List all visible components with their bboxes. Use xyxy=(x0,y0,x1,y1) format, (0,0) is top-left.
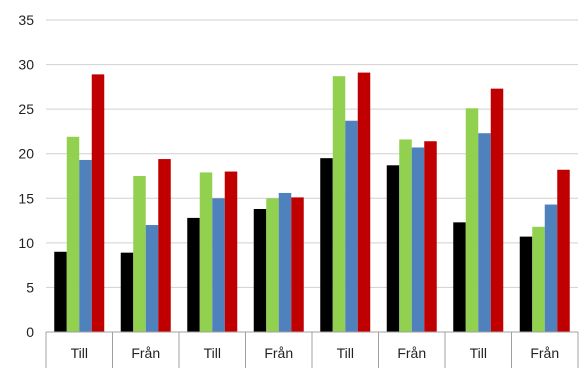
axes xyxy=(45,331,579,368)
y-tick-label: 25 xyxy=(18,101,34,117)
y-tick-label: 0 xyxy=(26,324,34,340)
x-category-label: Till xyxy=(71,345,88,361)
bar-series3-8 xyxy=(544,204,558,332)
bar-series4-1 xyxy=(91,74,105,333)
bar-series3-3 xyxy=(212,198,225,332)
x-category-label: Från xyxy=(131,345,160,361)
y-tick-label: 20 xyxy=(18,146,34,162)
bar-series2-3 xyxy=(199,172,213,332)
bar-series2-2 xyxy=(133,176,146,332)
bar-series1-2 xyxy=(120,252,134,332)
bar-series1-1 xyxy=(54,251,67,332)
bar-series4-4 xyxy=(291,197,304,332)
bar-series4-5 xyxy=(357,72,371,332)
y-tick-label: 5 xyxy=(26,279,34,295)
y-tick-label: 35 xyxy=(18,12,34,28)
bar-series3-1 xyxy=(79,159,92,332)
bar-series1-8 xyxy=(519,236,533,332)
bar-series2-1 xyxy=(66,136,80,332)
labels: 0 5 10 15 20 25 30 35 Till Från Till Från Till Från Ti… xyxy=(18,12,559,361)
bar-series3-7 xyxy=(478,133,491,332)
bar-series4-3 xyxy=(224,171,238,332)
bar-series2-5 xyxy=(332,76,346,332)
bar-series2-7 xyxy=(465,108,479,332)
bar-series2-8 xyxy=(532,226,545,332)
bar-series3-5 xyxy=(345,120,358,332)
x-category-label: Till xyxy=(470,345,487,361)
x-category-label: Från xyxy=(530,345,559,361)
bar-series1-6 xyxy=(386,165,400,332)
x-category-label: Från xyxy=(264,345,293,361)
x-category-label: Till xyxy=(204,345,221,361)
bars xyxy=(54,72,570,333)
bar-series1-3 xyxy=(187,217,200,332)
bar-series2-4 xyxy=(266,198,279,332)
x-category-label: Från xyxy=(397,345,426,361)
x-category-label: Till xyxy=(337,345,354,361)
bar-series4-7 xyxy=(490,88,504,332)
bar-series1-5 xyxy=(320,158,333,332)
bar-series4-2 xyxy=(158,159,171,332)
bar-series1-7 xyxy=(453,222,466,332)
bar-series3-4 xyxy=(278,192,292,332)
y-tick-label: 10 xyxy=(18,235,34,251)
y-tick-label: 30 xyxy=(18,57,34,73)
bar-series4-8 xyxy=(557,169,570,332)
bar-series4-6 xyxy=(424,141,437,332)
bar-series3-2 xyxy=(145,225,159,332)
bar-series1-4 xyxy=(253,208,267,332)
bar-series3-6 xyxy=(411,147,425,332)
y-tick-label: 15 xyxy=(18,190,34,206)
bar-series2-6 xyxy=(399,139,412,332)
